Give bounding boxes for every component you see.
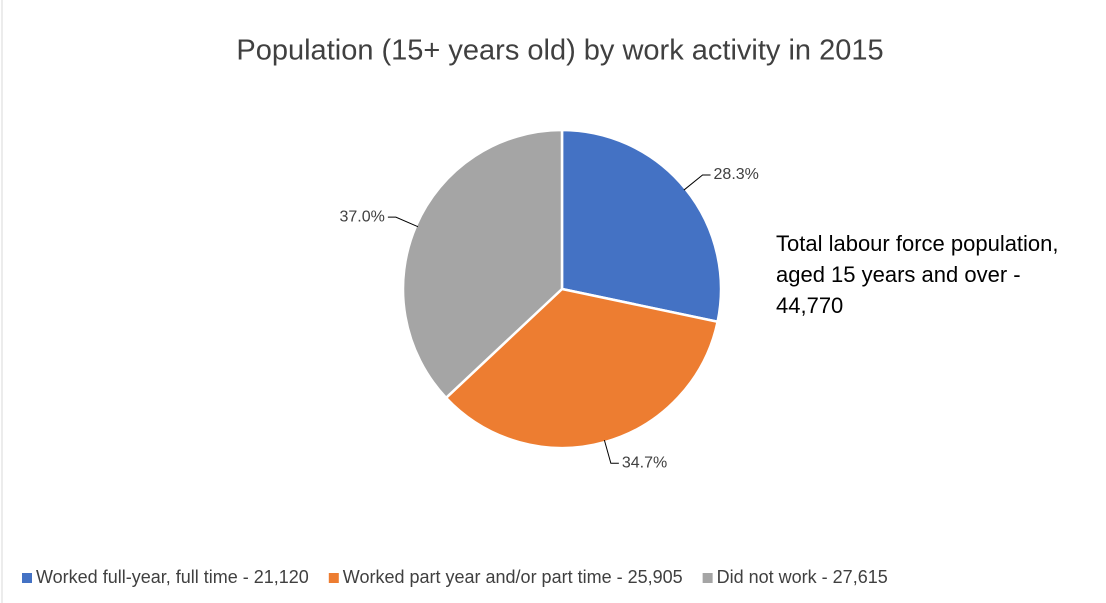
legend-label: Worked part year and/or part time - 25,9… bbox=[343, 567, 683, 587]
leader-line bbox=[387, 216, 419, 228]
leader-line bbox=[683, 174, 711, 191]
data-label: 28.3% bbox=[714, 166, 759, 183]
legend-marker bbox=[702, 573, 713, 583]
legend-label: Worked full-year, full time - 21,120 bbox=[36, 567, 309, 587]
legend-marker bbox=[22, 573, 32, 583]
annotation: Total labour force population, aged 15 y… bbox=[776, 231, 1059, 318]
data-label: 37.0% bbox=[340, 208, 385, 225]
data-label: 34.7% bbox=[622, 455, 667, 472]
legend-label: Did not work - 27,615 bbox=[717, 567, 888, 587]
legend-marker bbox=[328, 573, 339, 583]
leader-line bbox=[603, 440, 619, 464]
chart-title: Population (15+ years old) by work activ… bbox=[236, 35, 883, 67]
